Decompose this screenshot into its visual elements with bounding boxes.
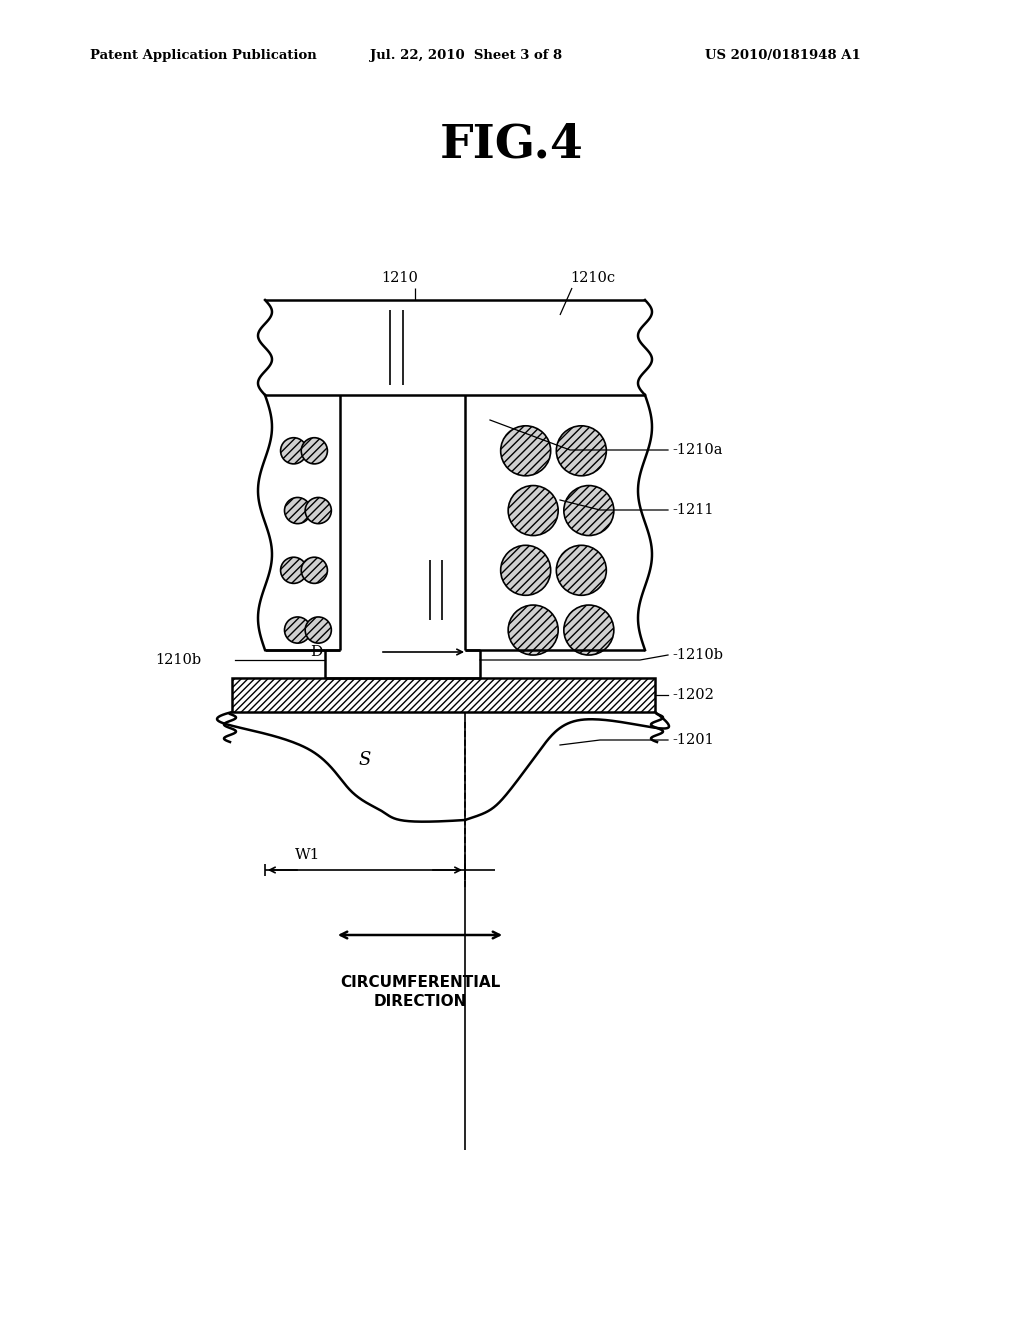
Circle shape bbox=[281, 557, 307, 583]
Circle shape bbox=[301, 438, 328, 463]
Circle shape bbox=[556, 545, 606, 595]
Text: D: D bbox=[309, 645, 322, 659]
Circle shape bbox=[301, 557, 328, 583]
Text: -1202: -1202 bbox=[672, 688, 714, 702]
Text: -1201: -1201 bbox=[672, 733, 714, 747]
Text: 1210: 1210 bbox=[382, 271, 419, 285]
Text: Jul. 22, 2010  Sheet 3 of 8: Jul. 22, 2010 Sheet 3 of 8 bbox=[370, 49, 562, 62]
Circle shape bbox=[564, 486, 613, 536]
Text: -1210a: -1210a bbox=[672, 444, 723, 457]
Text: -1210b: -1210b bbox=[672, 648, 723, 663]
Text: FIG.4: FIG.4 bbox=[440, 121, 584, 168]
Text: 1210b: 1210b bbox=[155, 653, 201, 667]
Circle shape bbox=[508, 486, 558, 536]
Circle shape bbox=[564, 605, 613, 655]
Text: S: S bbox=[358, 751, 371, 770]
Text: Patent Application Publication: Patent Application Publication bbox=[90, 49, 316, 62]
Circle shape bbox=[305, 498, 332, 524]
Text: -1211: -1211 bbox=[672, 503, 714, 517]
Text: W1: W1 bbox=[295, 847, 321, 862]
Bar bbox=[232, 678, 655, 711]
Circle shape bbox=[501, 426, 551, 475]
Circle shape bbox=[556, 426, 606, 475]
Text: US 2010/0181948 A1: US 2010/0181948 A1 bbox=[705, 49, 861, 62]
Circle shape bbox=[281, 438, 307, 463]
Circle shape bbox=[508, 605, 558, 655]
Text: CIRCUMFERENTIAL
DIRECTION: CIRCUMFERENTIAL DIRECTION bbox=[340, 975, 500, 1008]
Circle shape bbox=[285, 616, 310, 643]
Circle shape bbox=[501, 545, 551, 595]
Circle shape bbox=[285, 498, 310, 524]
Circle shape bbox=[305, 616, 332, 643]
Text: 1210c: 1210c bbox=[570, 271, 615, 285]
